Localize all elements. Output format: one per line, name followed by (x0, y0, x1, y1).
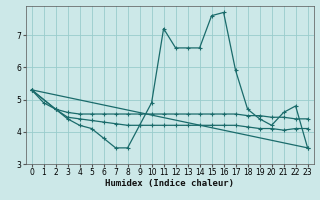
X-axis label: Humidex (Indice chaleur): Humidex (Indice chaleur) (105, 179, 234, 188)
